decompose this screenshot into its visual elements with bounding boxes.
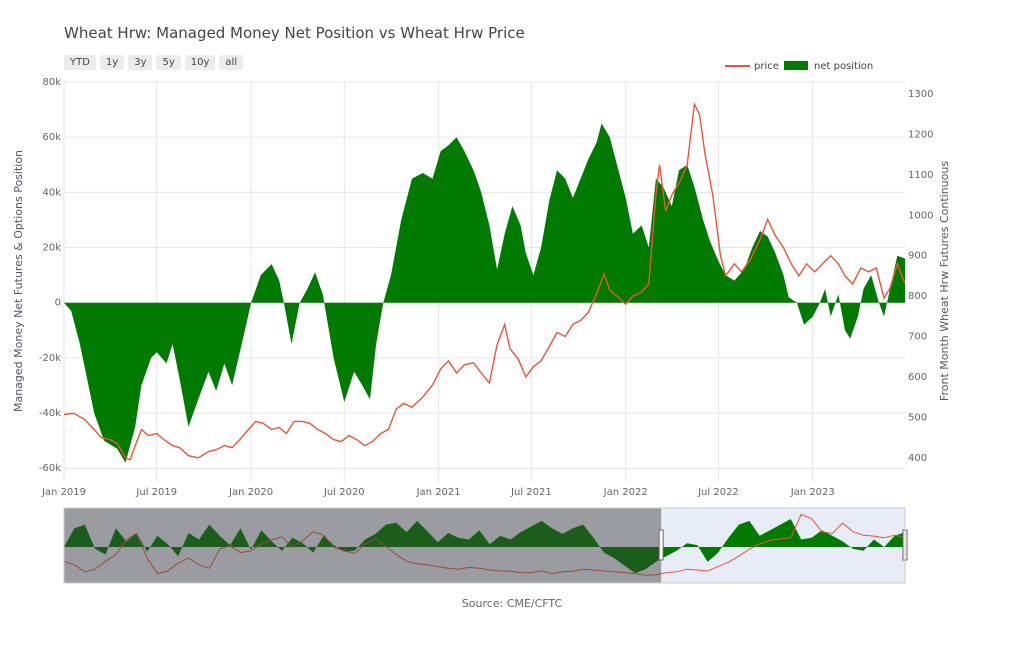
range-selector: YTD 1y 3y 5y 10y all	[64, 55, 244, 70]
y2-tick-label: 600	[908, 372, 927, 383]
navigator-border	[63, 507, 906, 584]
y-tick-label: 40k	[42, 187, 61, 198]
y2-axis-title: Front Month Wheat Hrw Futures Continuous	[938, 161, 951, 401]
navigator-net-position	[64, 519, 905, 574]
y-tick-label: -60k	[39, 463, 61, 474]
y2-tick-label: 1100	[908, 170, 933, 181]
range-button-10y[interactable]: 10y	[184, 55, 216, 70]
source-note: Source: CME/CFTC	[461, 597, 563, 610]
legend-net-position-label[interactable]: net position	[814, 61, 873, 72]
x-tick-label: Jul 2019	[135, 487, 177, 498]
y2-tick-label: 400	[908, 453, 927, 464]
y-tick-label: -40k	[39, 408, 61, 419]
x-tick-label: Jul 2020	[323, 487, 365, 498]
range-button-3y[interactable]: 3y	[128, 55, 153, 70]
y-tick-label: -20k	[39, 353, 61, 364]
net-position-area-path	[64, 123, 905, 463]
x-tick-label: Jan 2019	[41, 487, 86, 498]
range-navigator[interactable]	[63, 507, 908, 584]
x-tick-label: Jul 2021	[510, 487, 552, 498]
y-tick-label: 60k	[42, 132, 61, 143]
range-button-5y[interactable]: 5y	[156, 55, 181, 70]
x-tick-label: Jan 2022	[603, 487, 648, 498]
legend-net-position-swatch	[784, 61, 808, 70]
y-tick-label: 80k	[42, 77, 61, 88]
net-position-area	[64, 123, 905, 463]
y-tick-label: 20k	[42, 243, 61, 254]
price-line	[63, 101, 906, 461]
y-tick-label: 0	[55, 298, 61, 309]
legend: price net position	[725, 61, 873, 72]
x-tick-label: Jan 2020	[228, 487, 273, 498]
navigator-mask	[64, 508, 662, 583]
range-button-1y[interactable]: 1y	[99, 55, 125, 70]
y2-tick-label: 1000	[908, 210, 933, 221]
range-button-all[interactable]: all	[219, 55, 244, 70]
x-tick-label: Jan 2023	[790, 487, 835, 498]
x-tick-label: Jul 2022	[697, 487, 739, 498]
range-button-ytd[interactable]: YTD	[64, 55, 96, 70]
x-tick-label: Jan 2021	[416, 487, 461, 498]
y2-tick-label: 1200	[908, 130, 933, 141]
y2-tick-label: 1300	[908, 89, 933, 100]
y2-tick-label: 800	[908, 291, 927, 302]
legend-price-label[interactable]: price	[754, 61, 779, 72]
navigator-price	[63, 513, 906, 576]
chart-title: Wheat Hrw: Managed Money Net Position vs…	[64, 24, 525, 42]
navigator-handle-left	[658, 529, 664, 561]
y-axis-title: Managed Money Net Futures & Options Posi…	[12, 150, 25, 412]
axis-ticks: Jan 2019 Jul 2019 Jan 2020 Jul 2020 Jan 2021…	[39, 77, 934, 498]
y2-tick-label: 700	[908, 332, 927, 343]
price-line-path	[63, 101, 906, 461]
y2-tick-label: 900	[908, 251, 927, 262]
y2-tick-label: 500	[908, 412, 927, 423]
